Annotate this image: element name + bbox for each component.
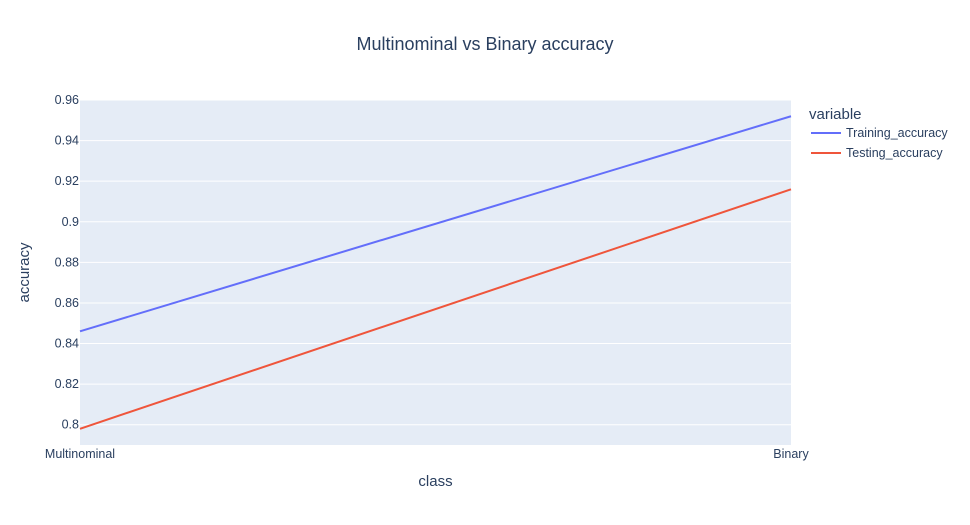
x-axis-title: class (418, 473, 452, 490)
x-axis-ticks: Multinominal Binary (45, 447, 810, 461)
y-tick-label: 0.92 (55, 174, 79, 188)
chart-title: Multinominal vs Binary accuracy (356, 34, 613, 54)
y-axis-ticks: 0.8 0.82 0.84 0.86 0.88 0.9 0.92 0.94 0.96 (55, 93, 79, 432)
series-line-training-accuracy (79, 115, 792, 333)
series-line-testing-accuracy (79, 188, 792, 430)
y-tick-label: 0.96 (55, 93, 79, 107)
y-tick-label: 0.84 (55, 337, 79, 351)
y-tick-label: 0.86 (55, 296, 79, 310)
series-lines (79, 115, 792, 430)
y-axis-title: accuracy (16, 242, 33, 303)
gridlines (80, 99, 791, 426)
y-tick-label: 0.9 (62, 215, 79, 229)
plot-area (80, 100, 791, 445)
legend-item-label[interactable]: Training_accuracy (846, 126, 948, 140)
legend-title: variable (809, 106, 862, 123)
x-tick-label: Multinominal (45, 447, 115, 461)
y-tick-label: 0.82 (55, 377, 79, 391)
y-tick-label: 0.8 (62, 418, 79, 432)
legend-item-label[interactable]: Testing_accuracy (846, 146, 943, 160)
legend: variable Training_accuracy Testing_accura… (809, 106, 948, 160)
y-tick-label: 0.94 (55, 134, 79, 148)
x-tick-label: Binary (773, 447, 809, 461)
y-tick-label: 0.88 (55, 255, 79, 269)
